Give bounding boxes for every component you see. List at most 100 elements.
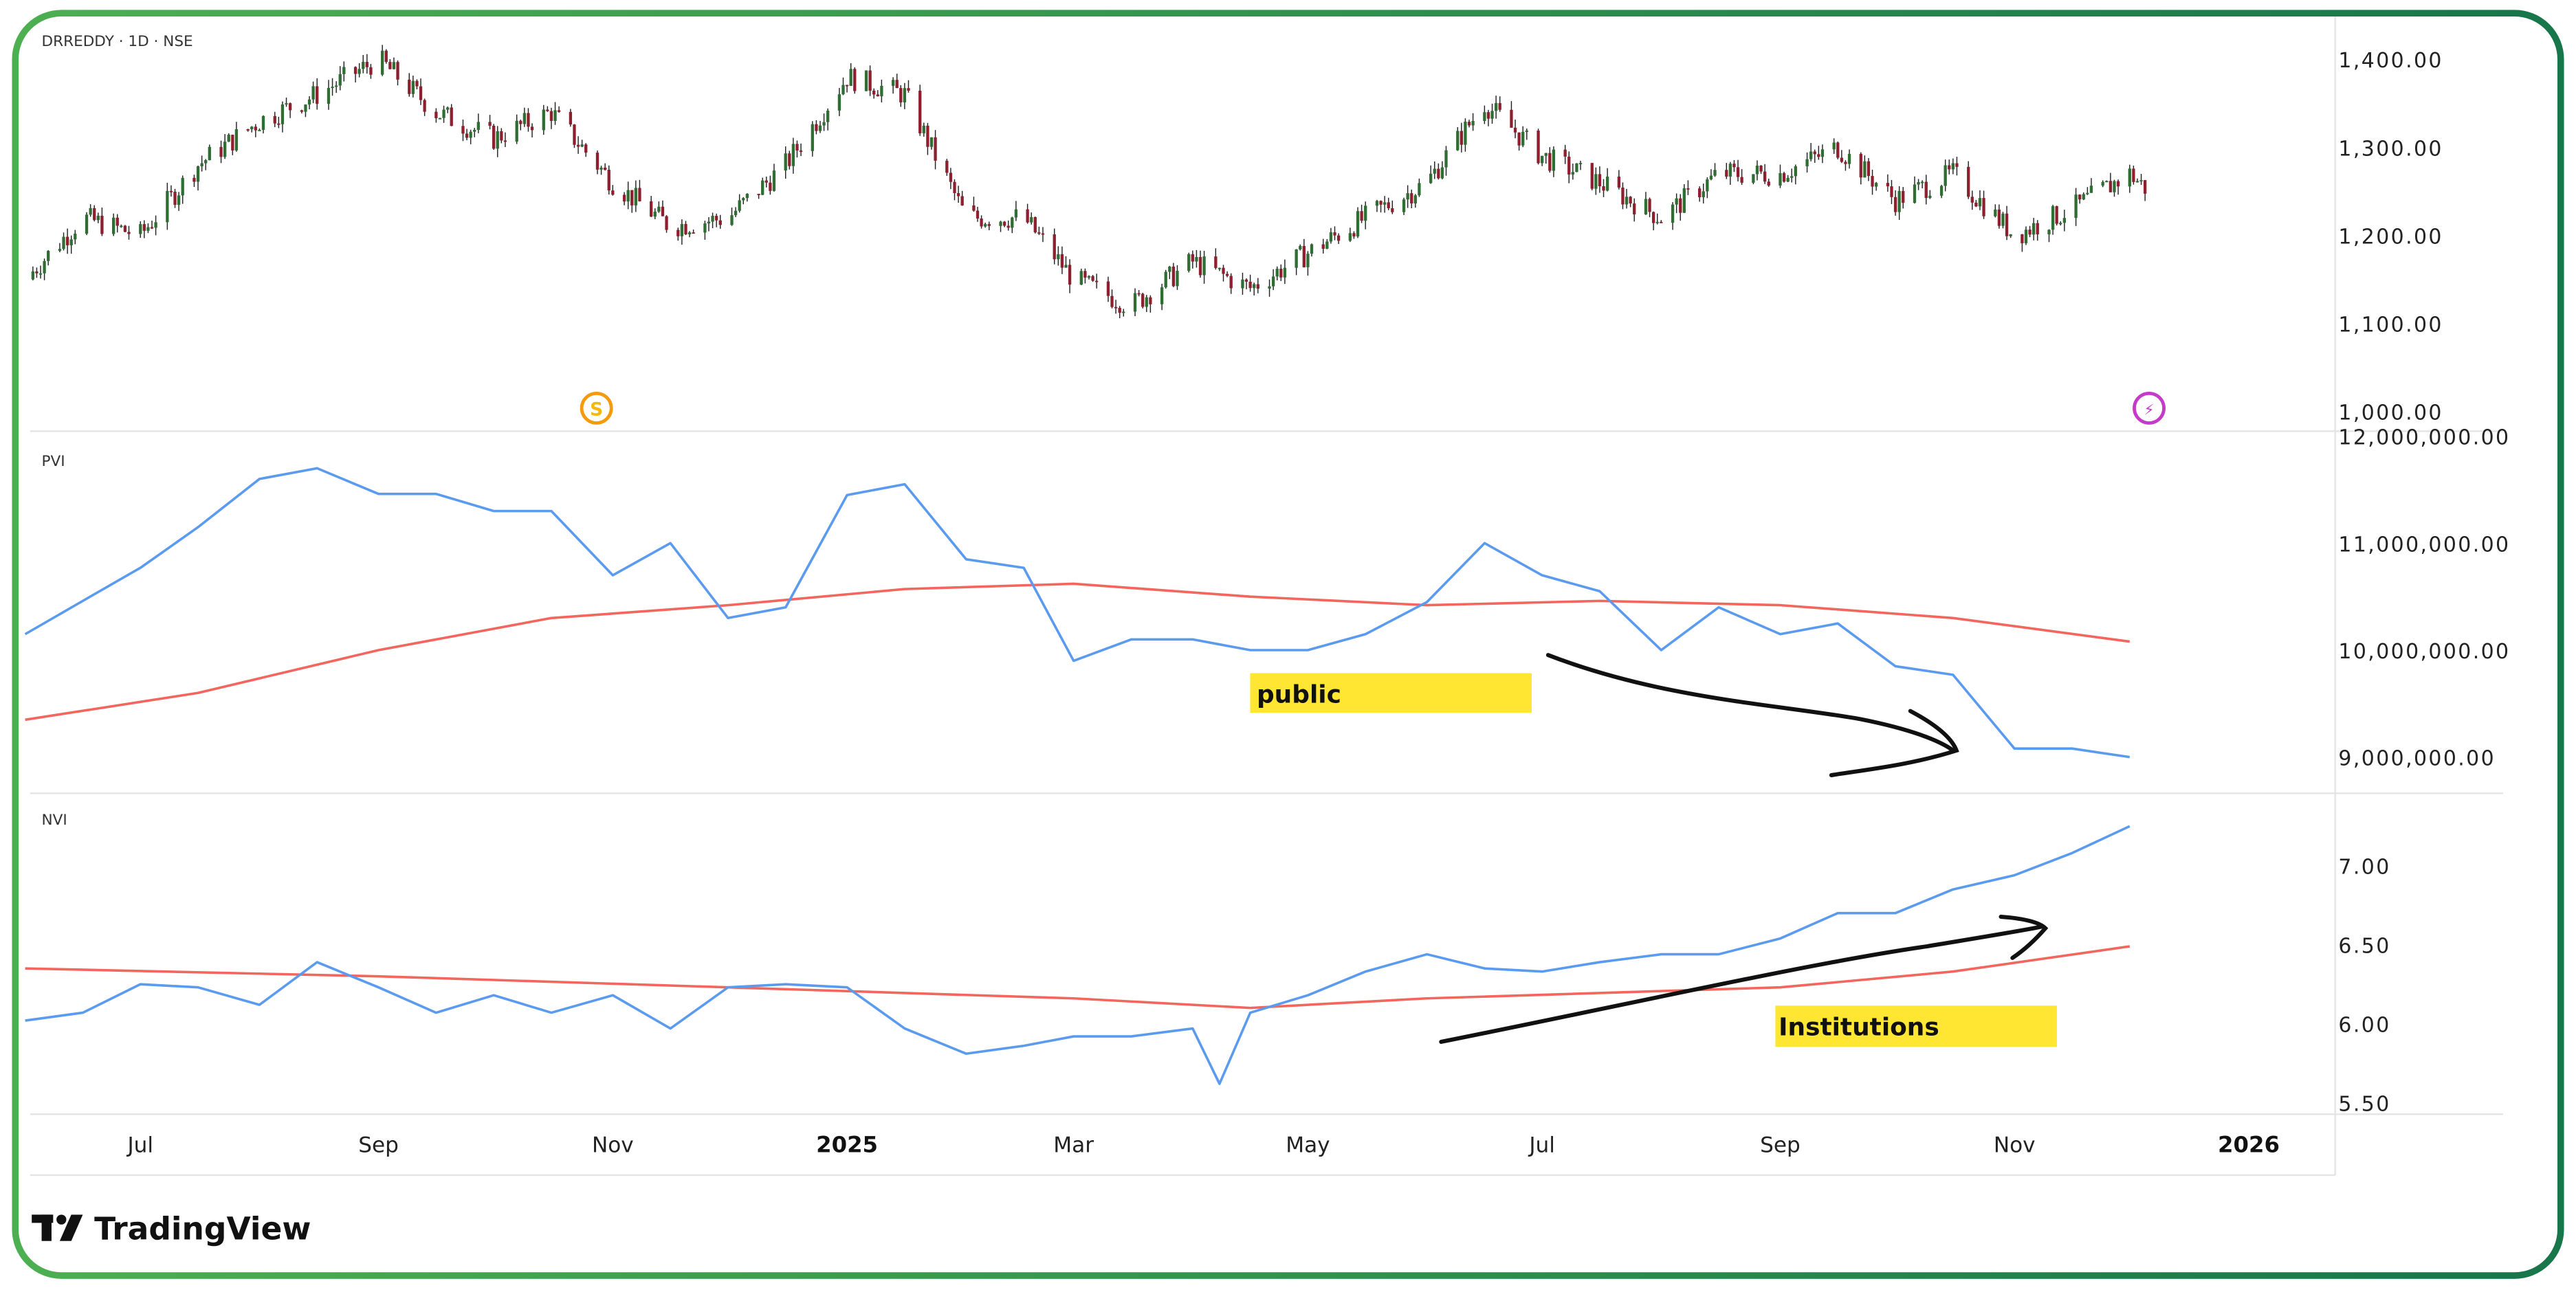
candle xyxy=(611,185,615,196)
candle-body xyxy=(2101,181,2104,186)
candle xyxy=(650,196,653,217)
candle-body xyxy=(411,80,415,94)
candle xyxy=(2028,225,2032,238)
candle xyxy=(500,128,503,144)
candle-body xyxy=(1064,265,1068,268)
candle xyxy=(1164,269,1167,289)
candle xyxy=(1863,155,1867,178)
candle xyxy=(576,136,580,154)
dividend-icon[interactable] xyxy=(580,391,613,425)
candle-body xyxy=(419,86,423,100)
candle-body xyxy=(530,126,534,131)
candle xyxy=(1214,248,1218,270)
candle xyxy=(734,207,738,218)
candle-body xyxy=(841,85,845,95)
candle-body xyxy=(1145,297,1148,307)
tradingview-brand-name: TradingView xyxy=(94,1210,311,1247)
candle xyxy=(527,108,530,132)
candle-body xyxy=(1648,199,1651,212)
candle-body xyxy=(707,221,711,224)
candle-body xyxy=(1068,265,1072,285)
candle-body xyxy=(204,160,208,164)
candle xyxy=(234,122,239,152)
candle-body xyxy=(1387,202,1390,209)
candle xyxy=(1464,118,1467,152)
candle-body xyxy=(580,144,584,147)
candle-body xyxy=(1494,103,1498,111)
nvi-moving-average-line xyxy=(25,945,2131,1010)
candle xyxy=(1633,198,1636,222)
candle xyxy=(1675,193,1678,213)
candle-body xyxy=(1782,172,1786,182)
candle-body xyxy=(1813,151,1816,155)
candle-body xyxy=(442,109,445,118)
candle-body xyxy=(849,69,852,86)
candle xyxy=(1106,276,1110,302)
candle-body xyxy=(1402,199,1406,212)
candle xyxy=(473,128,476,137)
candle xyxy=(1763,164,1767,184)
candle xyxy=(1805,152,1809,173)
earnings-event[interactable]: ⚡ xyxy=(2133,391,2166,425)
candle-body xyxy=(1728,164,1732,177)
candle xyxy=(123,225,127,233)
price-axis[interactable]: 1,400.00 1,300.00 1,200.00 1,100.00 1,000.00 xyxy=(2338,49,2443,425)
time-axis[interactable]: Jul Sep Nov 2025 Mar May Jul Sep Nov 2026 xyxy=(126,1131,2279,1157)
candle xyxy=(219,140,223,164)
candle xyxy=(692,229,695,234)
candle-body xyxy=(1498,103,1501,110)
candle xyxy=(89,204,92,217)
candle xyxy=(864,70,868,91)
candle-body xyxy=(2082,194,2085,200)
candle xyxy=(1087,275,1091,280)
candle xyxy=(43,258,46,280)
candle xyxy=(772,164,776,192)
candle-body xyxy=(488,122,492,126)
candle xyxy=(85,212,89,236)
candle-body xyxy=(1440,167,1444,179)
candle-body xyxy=(872,90,876,95)
candle-body xyxy=(1621,187,1625,205)
candle xyxy=(1948,159,1951,175)
time-axis-label: Sep xyxy=(358,1133,399,1157)
candle-body xyxy=(388,62,392,69)
candle-body xyxy=(1917,181,1920,185)
pvi-axis[interactable]: 12,000,000.00 11,000,000.00 10,000,000.00 9… xyxy=(2338,426,2510,771)
candle-body xyxy=(285,103,288,105)
dividend-event[interactable]: S xyxy=(580,391,613,425)
candle-body xyxy=(208,146,211,161)
candle-body xyxy=(788,153,791,166)
candle-body xyxy=(2086,192,2089,194)
candle xyxy=(665,215,668,233)
candle-body xyxy=(1406,193,1409,200)
pvi-axis-label: 10,000,000.00 xyxy=(2338,640,2510,664)
candle xyxy=(960,190,964,206)
candle-body xyxy=(1118,307,1121,313)
candle xyxy=(1248,274,1252,292)
candle xyxy=(1660,220,1663,223)
candle-body xyxy=(929,137,934,147)
candle-body xyxy=(676,230,680,236)
candle xyxy=(922,122,925,137)
candle-body xyxy=(576,144,580,147)
nvi-lines xyxy=(25,825,2131,1085)
candle-body xyxy=(1198,257,1202,276)
candle xyxy=(1333,226,1336,241)
candle-body xyxy=(1268,286,1271,289)
candle xyxy=(788,151,791,170)
candle-body xyxy=(1982,198,1985,216)
candle-body xyxy=(1944,165,1947,186)
candle-body xyxy=(139,224,142,234)
candle-body xyxy=(1779,172,1782,186)
candle xyxy=(1122,309,1125,317)
tradingview-logo[interactable]: TradingView xyxy=(32,1210,311,1247)
candle xyxy=(419,78,423,105)
candle-body xyxy=(811,124,814,151)
nvi-axis[interactable]: 7.00 6.50 6.00 5.50 xyxy=(2338,856,2390,1117)
candle-body xyxy=(1752,174,1755,183)
earnings-lightning-icon[interactable] xyxy=(2133,391,2166,425)
candle xyxy=(584,143,588,157)
pvi-axis-label: 11,000,000.00 xyxy=(2338,533,2510,557)
candle-body xyxy=(496,131,499,149)
